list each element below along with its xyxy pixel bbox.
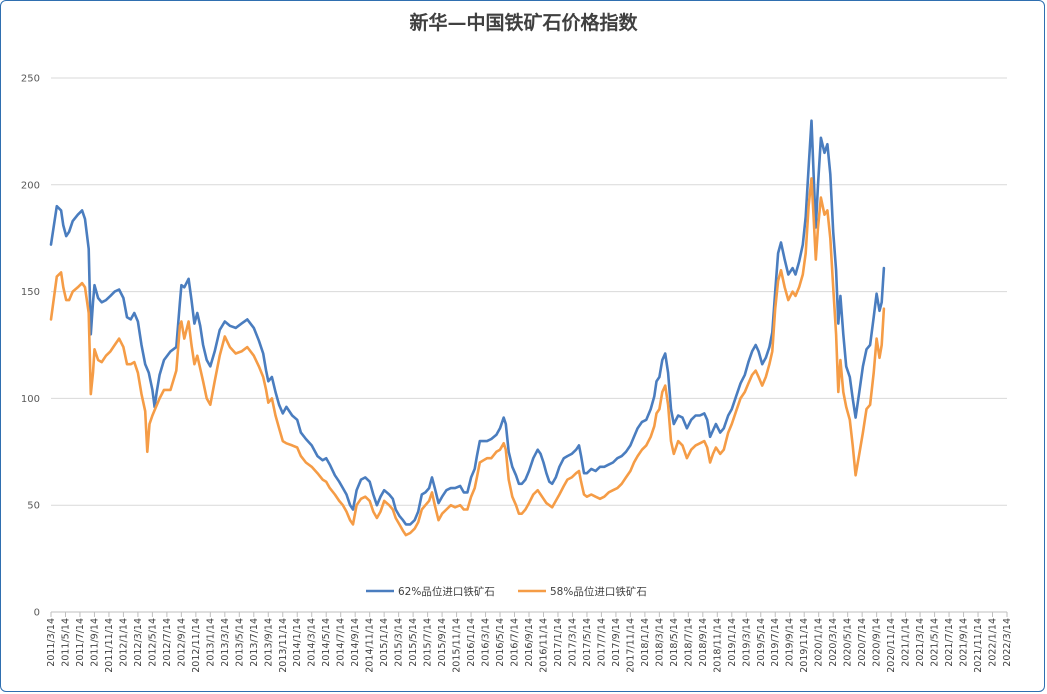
x-tick-label: 2022/3/14 <box>1002 618 1013 667</box>
x-tick-label: 2015/5/14 <box>408 618 419 667</box>
x-tick-label: 2015/7/14 <box>423 618 434 667</box>
series-line-1 <box>49 119 886 526</box>
x-tick-label: 2012/9/14 <box>176 618 187 667</box>
x-tick-label: 2016/5/14 <box>495 618 506 667</box>
x-tick-label: 2012/11/14 <box>191 618 202 673</box>
x-tick-label: 2017/5/14 <box>582 618 593 667</box>
x-tick-label: 2021/5/14 <box>930 618 941 667</box>
x-tick-label: 2015/1/14 <box>379 618 390 667</box>
x-tick-label: 2019/3/14 <box>741 618 752 667</box>
x-tick-label: 2020/3/14 <box>828 618 839 667</box>
x-tick-label: 2020/11/14 <box>886 618 897 673</box>
x-tick-label: 2019/7/14 <box>770 618 781 667</box>
x-tick-label: 2016/9/14 <box>524 618 535 667</box>
x-tick-label: 2022/1/14 <box>988 618 999 667</box>
x-tick-label: 2013/5/14 <box>234 618 245 667</box>
x-tick-label: 2017/9/14 <box>611 618 622 667</box>
x-tick-label: 2015/3/14 <box>394 618 405 667</box>
series-line-2 <box>49 177 886 537</box>
x-tick-label: 2015/9/14 <box>437 618 448 667</box>
x-tick-label: 2016/11/14 <box>538 618 549 673</box>
x-tick-label: 2021/1/14 <box>901 618 912 667</box>
x-tick-label: 2018/5/14 <box>669 618 680 667</box>
x-tick-label: 2018/9/14 <box>698 618 709 667</box>
x-tick-label: 2016/3/14 <box>481 618 492 667</box>
x-tick-label: 2011/7/14 <box>75 618 86 667</box>
x-tick-label: 2019/9/14 <box>785 618 796 667</box>
x-tick-label: 2012/3/14 <box>133 618 144 667</box>
x-tick-label: 2020/9/14 <box>872 618 883 667</box>
legend-label-2: 58%品位进口铁矿石 <box>550 585 647 598</box>
x-tick-label: 2011/11/14 <box>104 618 115 673</box>
legend-label-1: 62%品位进口铁矿石 <box>398 585 495 598</box>
chart-title: 新华—中国铁矿石价格指数 <box>409 12 638 34</box>
x-tick-label: 2014/11/14 <box>365 618 376 673</box>
y-tick-label: 250 <box>21 74 40 85</box>
x-tick-label: 2020/5/14 <box>843 618 854 667</box>
x-tick-label: 2019/11/14 <box>799 618 810 673</box>
x-tick-label: 2018/11/14 <box>712 618 723 673</box>
y-tick-label: 150 <box>21 287 40 298</box>
y-tick-label: 200 <box>21 180 40 191</box>
x-tick-label: 2021/3/14 <box>915 618 926 667</box>
x-tick-label: 2011/5/14 <box>60 618 71 667</box>
x-tick-label: 2013/1/14 <box>205 618 216 667</box>
x-tick-label: 2012/7/14 <box>162 618 173 667</box>
x-tick-label: 2014/7/14 <box>336 618 347 667</box>
x-tick-label: 2021/9/14 <box>959 618 970 667</box>
x-tick-label: 2017/1/14 <box>553 618 564 667</box>
x-tick-label: 2013/9/14 <box>263 618 274 667</box>
x-tick-label: 2021/11/14 <box>973 618 984 673</box>
x-tick-label: 2017/11/14 <box>625 618 636 673</box>
x-tick-label: 2014/5/14 <box>321 618 332 667</box>
x-tick-label: 2020/1/14 <box>814 618 825 667</box>
x-tick-label: 2014/3/14 <box>307 618 318 667</box>
x-tick-label: 2013/3/14 <box>220 618 231 667</box>
x-tick-label: 2015/11/14 <box>452 618 463 673</box>
y-tick-label: 100 <box>21 394 40 405</box>
x-tick-label: 2018/3/14 <box>654 618 665 667</box>
x-tick-label: 2014/9/14 <box>350 618 361 667</box>
x-tick-label: 2018/7/14 <box>683 618 694 667</box>
x-tick-label: 2012/1/14 <box>118 618 129 667</box>
y-tick-label: 50 <box>27 501 40 512</box>
x-tick-label: 2019/1/14 <box>727 618 738 667</box>
x-tick-label: 2017/3/14 <box>567 618 578 667</box>
x-tick-label: 2011/3/14 <box>46 618 57 667</box>
x-tick-label: 2013/11/14 <box>278 618 289 673</box>
x-tick-label: 2021/7/14 <box>944 618 955 667</box>
x-tick-label: 2014/1/14 <box>292 618 303 667</box>
x-tick-label: 2012/5/14 <box>147 618 158 667</box>
x-tick-label: 2020/7/14 <box>857 618 868 667</box>
y-tick-label: 0 <box>34 608 40 619</box>
x-tick-label: 2016/1/14 <box>466 618 477 667</box>
x-tick-label: 2018/1/14 <box>640 618 651 667</box>
x-tick-label: 2011/9/14 <box>89 618 100 667</box>
x-tick-label: 2017/7/14 <box>596 618 607 667</box>
x-tick-label: 2019/5/14 <box>756 618 767 667</box>
x-tick-label: 2013/7/14 <box>249 618 260 667</box>
x-tick-label: 2016/7/14 <box>510 618 521 667</box>
